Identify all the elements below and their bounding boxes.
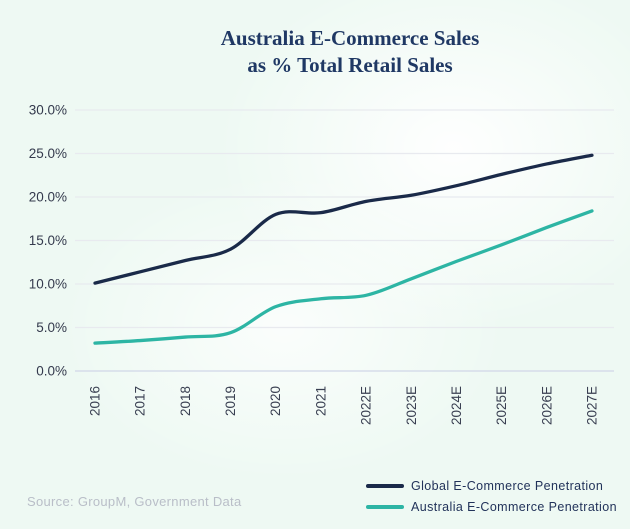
legend: Global E-Commerce Penetration Australia … [366,479,617,521]
series-line-australia [93,209,594,345]
chart-title: Australia E-Commerce Sales as % Total Re… [90,25,610,80]
chart-title-line1: Australia E-Commerce Sales [220,26,480,50]
x-tick-label: 2019 [223,386,238,416]
legend-swatch-global [366,484,404,488]
y-tick-label: 10.0% [29,277,67,292]
x-tick-label: 2022E [359,386,374,425]
y-tick-label: 20.0% [29,190,67,205]
y-tick-label: 25.0% [29,146,67,161]
chart-title-line2: as % Total Retail Sales [247,53,453,78]
x-tick-label: 2023E [404,386,419,425]
source-note: Source: GroupM, Government Data [27,494,242,509]
y-tick-label: 5.0% [36,320,67,335]
x-tick-label: 2018 [178,386,193,416]
x-tick-label: 2016 [88,386,103,416]
legend-item-australia: Australia E-Commerce Penetration [366,500,617,514]
y-tick-label: 15.0% [29,233,67,248]
series-line-global [93,153,594,285]
legend-label-australia: Australia E-Commerce Penetration [411,500,617,514]
x-tick-label: 2025E [494,386,509,425]
x-tick-label: 2024E [449,386,464,425]
x-tick-label: 2017 [133,386,148,416]
x-tick-label: 2026E [539,386,554,425]
y-tick-label: 30.0% [29,103,67,118]
y-tick-label: 0.0% [36,364,67,379]
legend-item-global: Global E-Commerce Penetration [366,479,617,493]
legend-swatch-australia [366,505,404,509]
x-tick-label: 2027E [584,386,599,425]
legend-label-global: Global E-Commerce Penetration [411,479,604,493]
x-tick-label: 2021 [313,386,328,416]
x-tick-label: 2020 [268,386,283,416]
